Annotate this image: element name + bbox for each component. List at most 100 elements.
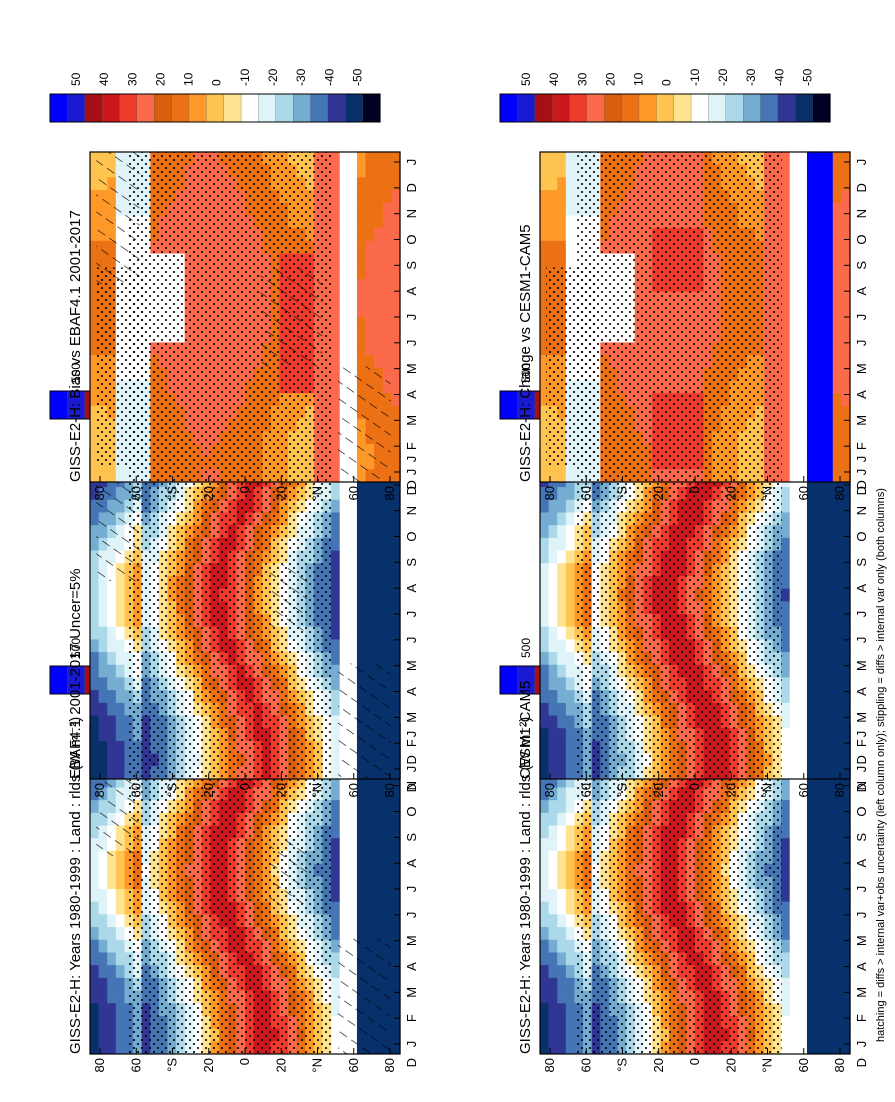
heatmap-cell [798,676,808,691]
heatmap-cell [565,939,576,953]
colorbar-segment [499,665,519,695]
heatmap-cell [98,977,108,991]
heatmap-cell [115,651,126,665]
x-tick-label: J [404,1041,419,1048]
y-tick-label: 20 [723,783,738,797]
heatmap-cell [391,367,401,381]
heatmap-cell [781,926,791,940]
heatmap-cell [391,676,401,691]
heatmap-cell [356,537,367,551]
heatmap-cell [339,549,349,564]
heatmap-cell [832,714,842,729]
heatmap-cell [391,951,401,966]
heatmap-cell [348,863,358,877]
heatmap-cell [815,1040,825,1054]
heatmap-cell [781,626,791,640]
x-tick-label: M [854,712,869,723]
heatmap-cell [548,812,558,826]
heatmap-cell [348,913,358,928]
heatmap-cell [391,486,401,500]
heatmap-cell [557,689,567,703]
heatmap-cell [356,863,367,877]
heatmap-cell [815,1028,825,1042]
heatmap-cell [391,202,401,216]
heatmap-cell [815,549,825,564]
heatmap-cell [565,486,576,500]
heatmap-cell [841,613,851,627]
heatmap-cell [374,164,384,178]
heatmap-cell [115,676,126,691]
heatmap-cell [331,303,341,317]
heatmap-cell [382,613,392,627]
heatmap-cell [391,863,401,877]
heatmap-cell [98,989,108,1004]
heatmap-cell [356,786,367,801]
heatmap-cell [356,303,367,317]
heatmap-cell [548,588,558,602]
y-tick-label: 60 [346,1058,361,1072]
heatmap-cell [548,837,558,851]
heatmap-cell [356,252,367,267]
heatmap-cell [832,786,842,801]
heatmap-cell [391,689,401,703]
heatmap-cell [789,1015,799,1029]
heatmap-cell [374,549,384,564]
heatmap-cell [815,714,825,729]
heatmap-cell [806,613,817,627]
heatmap-cell [391,740,401,754]
heatmap-cell [824,977,834,991]
heatmap-cell [832,1015,842,1029]
heatmap-cell [781,989,791,1004]
heatmap-cell [841,888,851,902]
heatmap-cell [565,989,576,1004]
heatmap-cell [339,799,349,813]
heatmap-cell [806,626,817,640]
heatmap-cell [339,913,349,928]
heatmap-cell [781,676,791,691]
heatmap-cell [348,626,358,640]
heatmap-cell [356,164,367,178]
heatmap-cell [391,456,401,470]
heatmap-cell [789,676,799,691]
heatmap-cell [90,1040,100,1054]
heatmap-cell [548,740,558,754]
heatmap-cell [540,664,550,678]
heatmap-cell [565,863,576,877]
heatmap-cell [557,939,567,953]
y-tick-label: °N [310,783,325,798]
heatmap-cell [107,664,117,678]
heatmap-cell [824,913,834,928]
heatmap-cell [107,613,117,627]
heatmap-cell [374,812,384,826]
heatmap-cell [781,511,791,526]
heatmap-cell [832,549,842,564]
heatmap-cell [841,939,851,953]
heatmap-cell [548,989,558,1004]
hatching-region [269,839,307,906]
heatmap-cell [565,562,576,576]
x-tick-label: N [854,506,869,515]
heatmap-cell [391,626,401,640]
heatmap-cell [565,812,576,826]
heatmap-cell [382,499,392,513]
heatmap-cell [557,926,567,940]
heatmap-cell [557,486,567,500]
heatmap-cell [815,626,825,640]
heatmap-cell [565,626,576,640]
heatmap-cell [115,939,126,953]
heatmap-cell [339,329,349,343]
heatmap-cell [356,291,367,305]
heatmap-cell [540,824,550,839]
heatmap-cell [90,468,100,482]
heatmap-cell [382,651,392,665]
heatmap-cell [391,354,401,368]
y-tick-label: °N [760,783,775,798]
heatmap-cell [557,977,567,991]
heatmap-cell [382,329,392,343]
heatmap-cell [557,740,567,754]
heatmap-cell [365,786,375,801]
heatmap-cell [798,799,808,813]
heatmap-cell [806,524,817,538]
heatmap-cell [540,727,550,741]
